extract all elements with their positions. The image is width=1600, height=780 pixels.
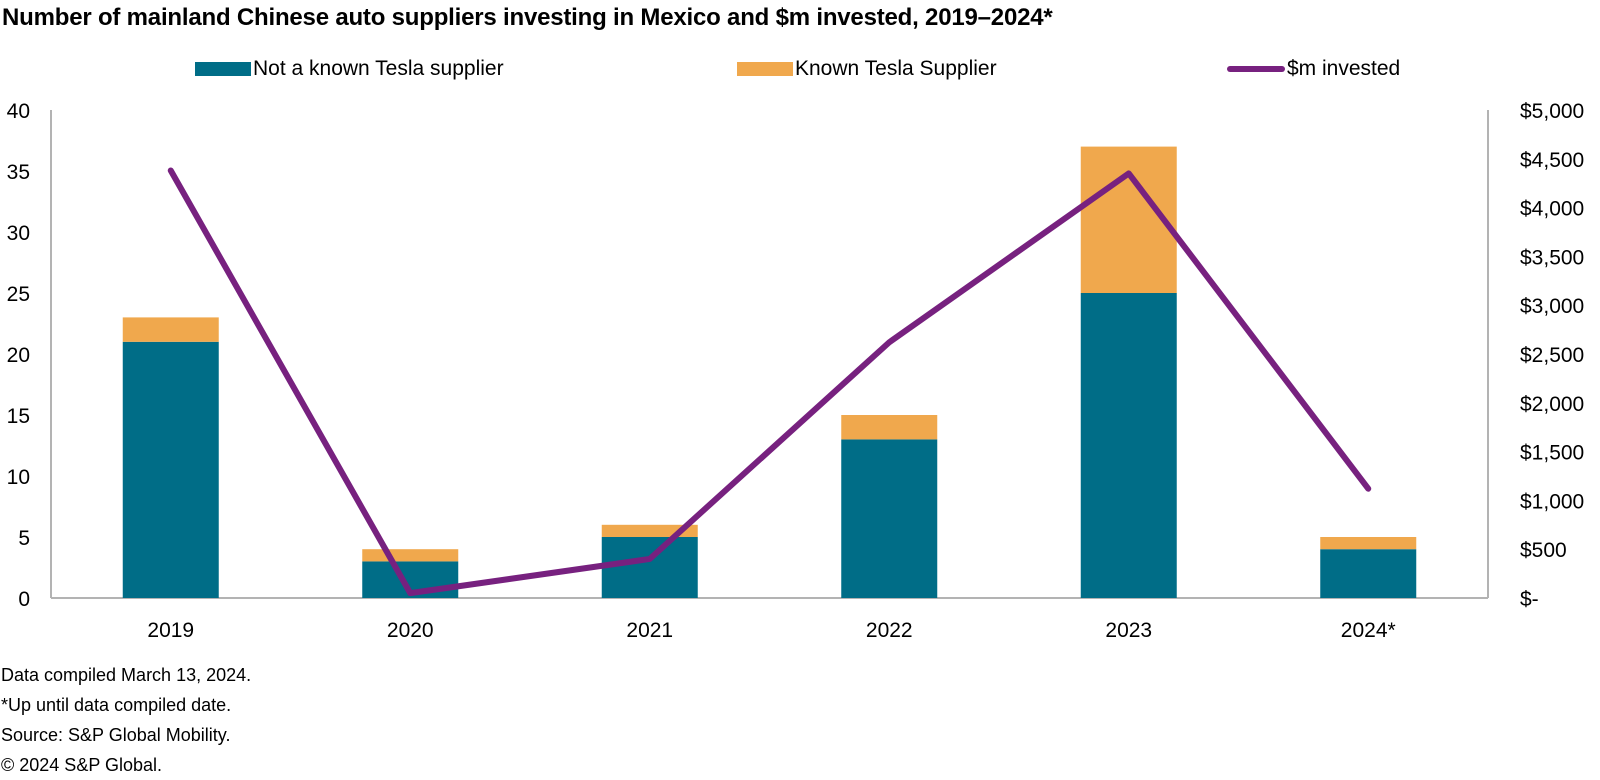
invested-line xyxy=(171,171,1369,594)
bar-tesla xyxy=(123,317,219,341)
bar-tesla xyxy=(841,415,937,439)
left-tick-label: 30 xyxy=(7,222,30,245)
right-tick-label: $2,500 xyxy=(1520,344,1584,367)
x-tick-label: 2022 xyxy=(866,619,913,642)
bars xyxy=(123,147,1417,598)
right-tick-label: $3,000 xyxy=(1520,295,1584,318)
x-tick-label: 2021 xyxy=(626,619,673,642)
right-tick-label: $2,000 xyxy=(1520,393,1584,416)
bar-not-tesla xyxy=(1081,293,1177,598)
bar-tesla xyxy=(362,549,458,561)
footnotes: Data compiled March 13, 2024. *Up until … xyxy=(1,660,251,780)
left-tick-label: 10 xyxy=(7,466,30,489)
left-tick-label: 20 xyxy=(7,344,30,367)
left-tick-label: 40 xyxy=(7,100,30,123)
bar-not-tesla xyxy=(602,537,698,598)
right-tick-label: $3,500 xyxy=(1520,246,1584,269)
bar-tesla xyxy=(1320,537,1416,549)
axes xyxy=(51,110,1488,598)
right-tick-label: $1,000 xyxy=(1520,490,1584,513)
bar-not-tesla xyxy=(1320,549,1416,598)
right-tick-label: $1,500 xyxy=(1520,442,1584,465)
footnote-compiled: Data compiled March 13, 2024. xyxy=(1,660,251,690)
x-tick-label: 2020 xyxy=(387,619,434,642)
bar-not-tesla xyxy=(841,439,937,598)
footnote-asterisk: *Up until data compiled date. xyxy=(1,690,251,720)
left-tick-label: 25 xyxy=(7,283,30,306)
right-tick-label: $500 xyxy=(1520,539,1567,562)
line-series xyxy=(171,170,1369,593)
right-tick-label: $- xyxy=(1520,588,1539,611)
left-tick-label: 0 xyxy=(18,588,30,611)
footnote-copyright: © 2024 S&P Global. xyxy=(1,750,251,780)
x-tick-label: 2019 xyxy=(147,619,194,642)
bar-not-tesla xyxy=(123,342,219,598)
right-tick-label: $5,000 xyxy=(1520,100,1584,123)
left-tick-label: 35 xyxy=(7,161,30,184)
left-tick-label: 15 xyxy=(7,405,30,428)
right-tick-label: $4,000 xyxy=(1520,198,1584,221)
left-tick-label: 5 xyxy=(18,527,30,550)
x-tick-label: 2023 xyxy=(1105,619,1152,642)
x-tick-label: 2024* xyxy=(1341,619,1396,642)
footnote-source: Source: S&P Global Mobility. xyxy=(1,720,251,750)
right-tick-label: $4,500 xyxy=(1520,149,1584,172)
